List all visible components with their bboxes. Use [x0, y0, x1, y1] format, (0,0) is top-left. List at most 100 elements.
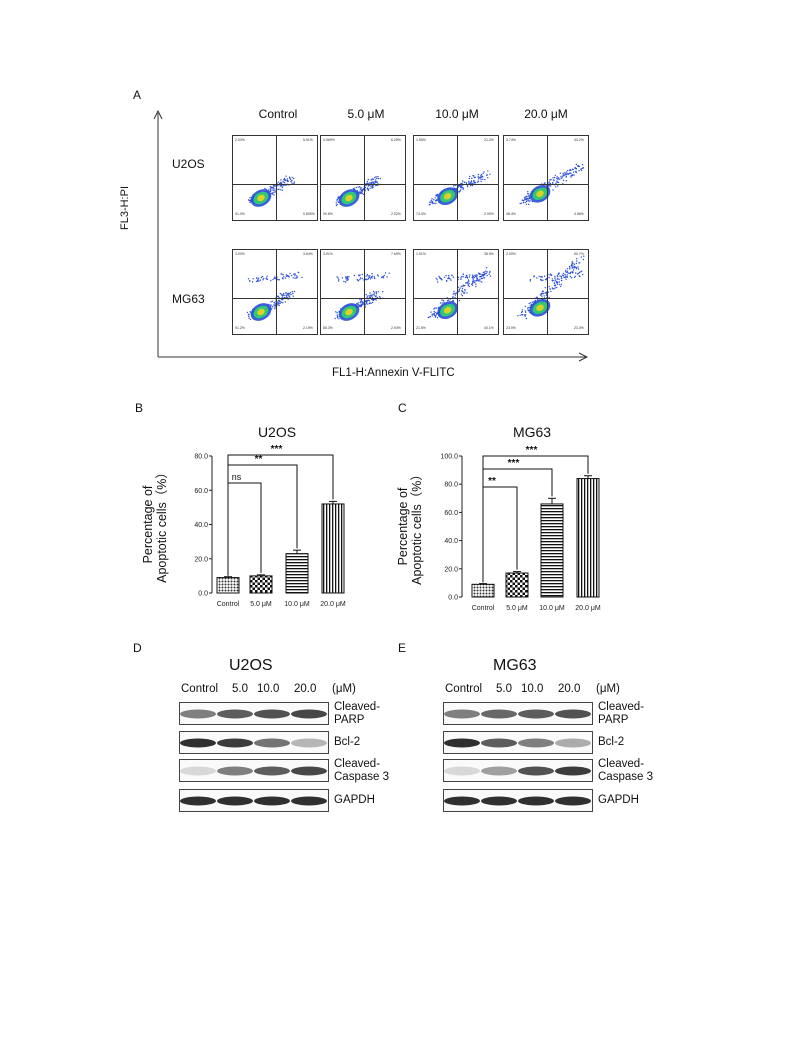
- flow-event-dot: [374, 277, 376, 280]
- flow-event-dot: [578, 170, 580, 172]
- flow-event-dot: [566, 270, 569, 272]
- flow-event-dot: [550, 178, 552, 181]
- flow-event-dot: [248, 317, 250, 319]
- flow-event-dot: [525, 200, 528, 203]
- quadrant-value-q4: 21.5%: [416, 326, 426, 330]
- quadrant-gate-horizontal: [414, 184, 498, 185]
- flow-event-dot: [468, 280, 470, 282]
- flow-event-dot: [277, 184, 279, 187]
- flow-density-cloud: [428, 170, 491, 206]
- flow-event-dot: [475, 279, 478, 282]
- flow-event-dot: [542, 279, 544, 281]
- flow-event-dot: [543, 275, 546, 277]
- flow-event-dot: [447, 299, 449, 302]
- flow-event-dot: [336, 276, 338, 278]
- protein-band: [217, 709, 253, 719]
- flow-event-dot: [460, 278, 462, 280]
- flow-plot-u2os-2: 1.55% 21.2% 74.4% 2.90%: [413, 135, 499, 221]
- flow-event-dot: [368, 302, 371, 305]
- flow-event-dot: [527, 306, 529, 309]
- flow-event-dot: [476, 274, 478, 276]
- flow-event-dot: [530, 302, 532, 304]
- protein-band: [555, 709, 591, 719]
- flow-event-dot: [285, 296, 288, 298]
- flow-event-dot: [466, 184, 469, 187]
- blot-header-label: Control: [181, 683, 219, 695]
- y-tick-label: 40.0: [194, 522, 208, 529]
- chart-title: MG63: [513, 424, 551, 440]
- flow-event-dot: [247, 278, 250, 280]
- flow-event-dot: [574, 266, 576, 269]
- flow-event-dot: [462, 276, 464, 278]
- flow-event-dot: [288, 295, 290, 297]
- flow-event-dot: [526, 198, 528, 200]
- flow-event-dot: [274, 190, 277, 192]
- flow-event-dot: [297, 271, 299, 273]
- blot-title: U2OS: [229, 657, 273, 674]
- blot-row-label-line: Cleaved-: [334, 758, 381, 770]
- flow-event-dot: [281, 189, 284, 191]
- y-tick-label: 60.0: [444, 510, 458, 517]
- flow-event-dot: [288, 276, 290, 278]
- quadrant-value-q2: 50.7%: [574, 252, 584, 256]
- flow-event-dot: [472, 280, 475, 282]
- protein-band: [444, 709, 480, 719]
- flow-event-dot: [540, 294, 542, 296]
- flow-event-dot: [570, 277, 573, 279]
- protein-band: [254, 709, 290, 719]
- flow-event-dot: [528, 310, 530, 312]
- quadrant-gate-vertical: [547, 250, 548, 334]
- blot-header-label: 20.0: [294, 683, 317, 695]
- blot-row-label: Cleaved- Caspase 3: [334, 758, 389, 784]
- flow-event-dot: [281, 185, 283, 187]
- flow-row-mg63: MG63: [172, 292, 205, 306]
- flow-event-dot: [431, 198, 433, 200]
- flow-event-dot: [576, 260, 578, 262]
- flow-event-dot: [431, 315, 433, 317]
- flow-event-dot: [337, 315, 339, 318]
- flow-event-dot: [280, 179, 282, 181]
- flow-event-dot: [548, 296, 550, 299]
- y-tick-label: 20.0: [194, 556, 208, 563]
- flow-event-dot: [529, 279, 532, 281]
- flow-event-dot: [561, 177, 563, 179]
- flow-event-dot: [272, 192, 274, 194]
- blot-strip: [179, 759, 329, 782]
- flow-event-dot: [282, 274, 284, 276]
- flow-event-dot: [278, 304, 280, 306]
- flow-event-dot: [543, 292, 545, 295]
- flow-event-dot: [262, 279, 264, 281]
- flow-event-dot: [451, 274, 453, 276]
- flow-event-dot: [475, 283, 477, 285]
- flow-event-dot: [286, 295, 288, 297]
- flow-density-cloud: [517, 255, 585, 320]
- flow-event-dot: [468, 276, 471, 278]
- flow-event-dot: [282, 294, 284, 296]
- flow-event-dot: [486, 267, 488, 269]
- blot-strip: [179, 731, 329, 754]
- flow-event-dot: [284, 301, 286, 303]
- flow-density-core: [536, 304, 544, 312]
- flow-event-dot: [548, 286, 550, 288]
- flow-event-dot: [274, 306, 276, 308]
- quadrant-gate-horizontal: [504, 298, 588, 299]
- flow-event-dot: [335, 311, 337, 313]
- flow-event-dot: [464, 285, 466, 287]
- flow-event-dot: [291, 182, 293, 184]
- blot-row-label: Cleaved- Caspase 3: [598, 758, 653, 784]
- flow-event-dot: [289, 178, 292, 181]
- flow-event-dot: [580, 271, 582, 273]
- flow-event-dot: [367, 278, 369, 280]
- flow-event-dot: [477, 280, 479, 282]
- flow-event-dot: [435, 202, 437, 205]
- flow-event-dot: [369, 275, 371, 277]
- flow-event-dot: [281, 294, 283, 297]
- flow-event-dot: [454, 184, 456, 187]
- flow-event-dot: [374, 181, 377, 183]
- flow-event-dot: [566, 274, 568, 276]
- flow-event-dot: [572, 168, 574, 171]
- flow-event-dot: [538, 275, 540, 278]
- flow-event-dot: [565, 173, 567, 176]
- blot-row-label-line: Cleaved-: [598, 701, 645, 713]
- flow-density-cloud: [247, 175, 295, 207]
